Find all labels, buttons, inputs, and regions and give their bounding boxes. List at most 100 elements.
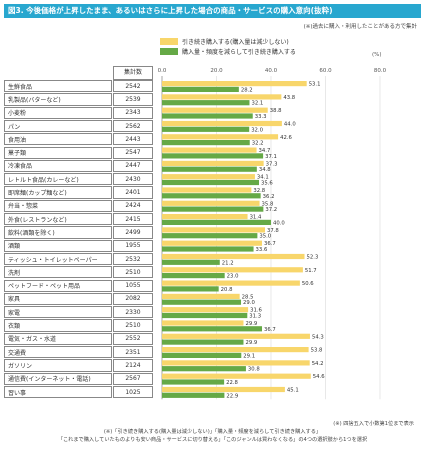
data-label: 28.2 [241, 87, 253, 93]
category-label: 菓子類 [4, 146, 112, 159]
x-tick-label: 40.0 [265, 68, 278, 74]
bar-series1 [162, 280, 300, 286]
data-label: 33.3 [255, 114, 267, 120]
bar-series1 [162, 174, 255, 180]
bar-series2 [162, 86, 239, 92]
data-label: 20.8 [221, 287, 233, 293]
count-cell: 2124 [113, 359, 153, 372]
category-label: 通信費(インターネット・電話) [4, 372, 112, 385]
unit-label: (%) [372, 52, 382, 58]
category-label: ガソリン [4, 359, 112, 372]
count-cell: 2415 [113, 213, 153, 226]
category-label: 外食(レストランなど) [4, 213, 112, 226]
bar-series2 [162, 219, 271, 225]
bar-series2 [162, 166, 257, 172]
data-label: 52.3 [307, 255, 319, 261]
data-label: 36.7 [264, 241, 276, 247]
bar-series2 [162, 392, 225, 398]
data-label: 29.1 [243, 353, 255, 359]
count-cell: 1055 [113, 279, 153, 292]
data-label: 36.2 [263, 194, 275, 200]
bar-series1 [162, 134, 279, 140]
bar-series2 [162, 246, 254, 252]
data-label: 54.3 [312, 334, 324, 340]
bar-series2 [162, 206, 264, 212]
data-label: 40.0 [273, 220, 285, 226]
category-label: レトルト食品(カレーなど) [4, 173, 112, 186]
category-label: 洗剤 [4, 266, 112, 279]
bar-series2 [162, 339, 244, 345]
bar-series1 [162, 200, 260, 206]
data-label: 32.8 [253, 188, 265, 194]
data-label: 29.9 [245, 321, 257, 327]
category-label: 乳製品(バターなど) [4, 93, 112, 106]
count-header: 集計数 [113, 66, 153, 80]
data-label: 34.8 [259, 167, 271, 173]
bar-series2 [162, 179, 260, 186]
bar-series1 [162, 160, 264, 166]
bar-series2 [162, 259, 220, 265]
category-label: 習い事 [4, 385, 112, 399]
data-label: 30.8 [248, 367, 260, 373]
bar-series1 [162, 187, 252, 193]
bar-series2 [162, 379, 225, 385]
bar-series1 [162, 120, 282, 127]
data-label: 35.0 [259, 234, 271, 240]
count-cell: 2562 [113, 119, 153, 133]
count-cell: 2082 [113, 292, 153, 306]
data-label: 35.8 [262, 201, 274, 207]
bar-series2 [162, 286, 219, 292]
chart-title: 図3. 今後価格が上昇したまま、あるいはさらに上昇した場合の商品・サービスの購入… [4, 4, 421, 18]
count-cell: 2532 [113, 252, 153, 266]
bar-series1 [162, 81, 307, 87]
data-label: 31.3 [249, 314, 261, 320]
count-cell: 2447 [113, 159, 153, 173]
data-label: 32.0 [251, 127, 263, 133]
count-cell: 2552 [113, 332, 153, 345]
category-label: 酒類 [4, 239, 112, 252]
data-label: 37.3 [266, 161, 278, 167]
category-label: 電気・ガス・水道 [4, 332, 112, 345]
bar-series2 [162, 140, 250, 146]
category-label: 飲料(酒類を除く) [4, 226, 112, 239]
data-label: 45.1 [287, 388, 299, 394]
bar-series2 [162, 352, 242, 358]
bar-series1 [162, 147, 257, 153]
bar-series2 [162, 153, 264, 159]
count-cell: 2547 [113, 146, 153, 159]
count-cell: 2542 [113, 80, 153, 93]
sample-note: (※)過去に購入・利用したことがある方で集計 [303, 24, 417, 30]
category-label: 冷凍食品 [4, 159, 112, 173]
bar-series2 [162, 193, 261, 199]
data-label: 37.2 [265, 207, 277, 213]
data-label: 29.9 [245, 340, 257, 346]
category-label: ペットフード・ペット用品 [4, 279, 112, 292]
category-label: 家電 [4, 306, 112, 319]
bar-series2 [162, 299, 242, 305]
data-label: 54.2 [312, 361, 324, 367]
data-label: 54.6 [313, 374, 325, 380]
count-cell: 2343 [113, 106, 153, 119]
data-label: 32.2 [252, 141, 264, 147]
count-cell: 2351 [113, 346, 153, 359]
data-label: 28.5 [242, 294, 254, 300]
x-tick-label: 0.0 [158, 68, 167, 74]
count-cell: 2539 [113, 93, 153, 106]
x-tick-label: 20.0 [210, 68, 223, 74]
legend-label-series1: 引き続き購入する(購入量は減少しない) [182, 38, 289, 46]
data-label: 44.0 [284, 122, 296, 128]
data-label: 21.2 [222, 260, 234, 266]
bar-series1 [162, 373, 311, 379]
category-label: 即席麺(カップ麺など) [4, 186, 112, 199]
category-label: 交通費 [4, 346, 112, 359]
data-label: 34.7 [259, 148, 271, 154]
data-label: 53.8 [311, 348, 323, 354]
category-label: パン [4, 119, 112, 133]
data-label: 36.7 [264, 327, 276, 333]
data-label: 42.6 [280, 135, 292, 141]
bar-series2 [162, 100, 250, 106]
bar-series2 [162, 233, 258, 239]
footer-note-1: (※) 四捨五入で小数第1位まで表示 [333, 421, 414, 427]
data-label: 22.9 [226, 393, 238, 399]
category-label: 生鮮食品 [4, 80, 112, 93]
